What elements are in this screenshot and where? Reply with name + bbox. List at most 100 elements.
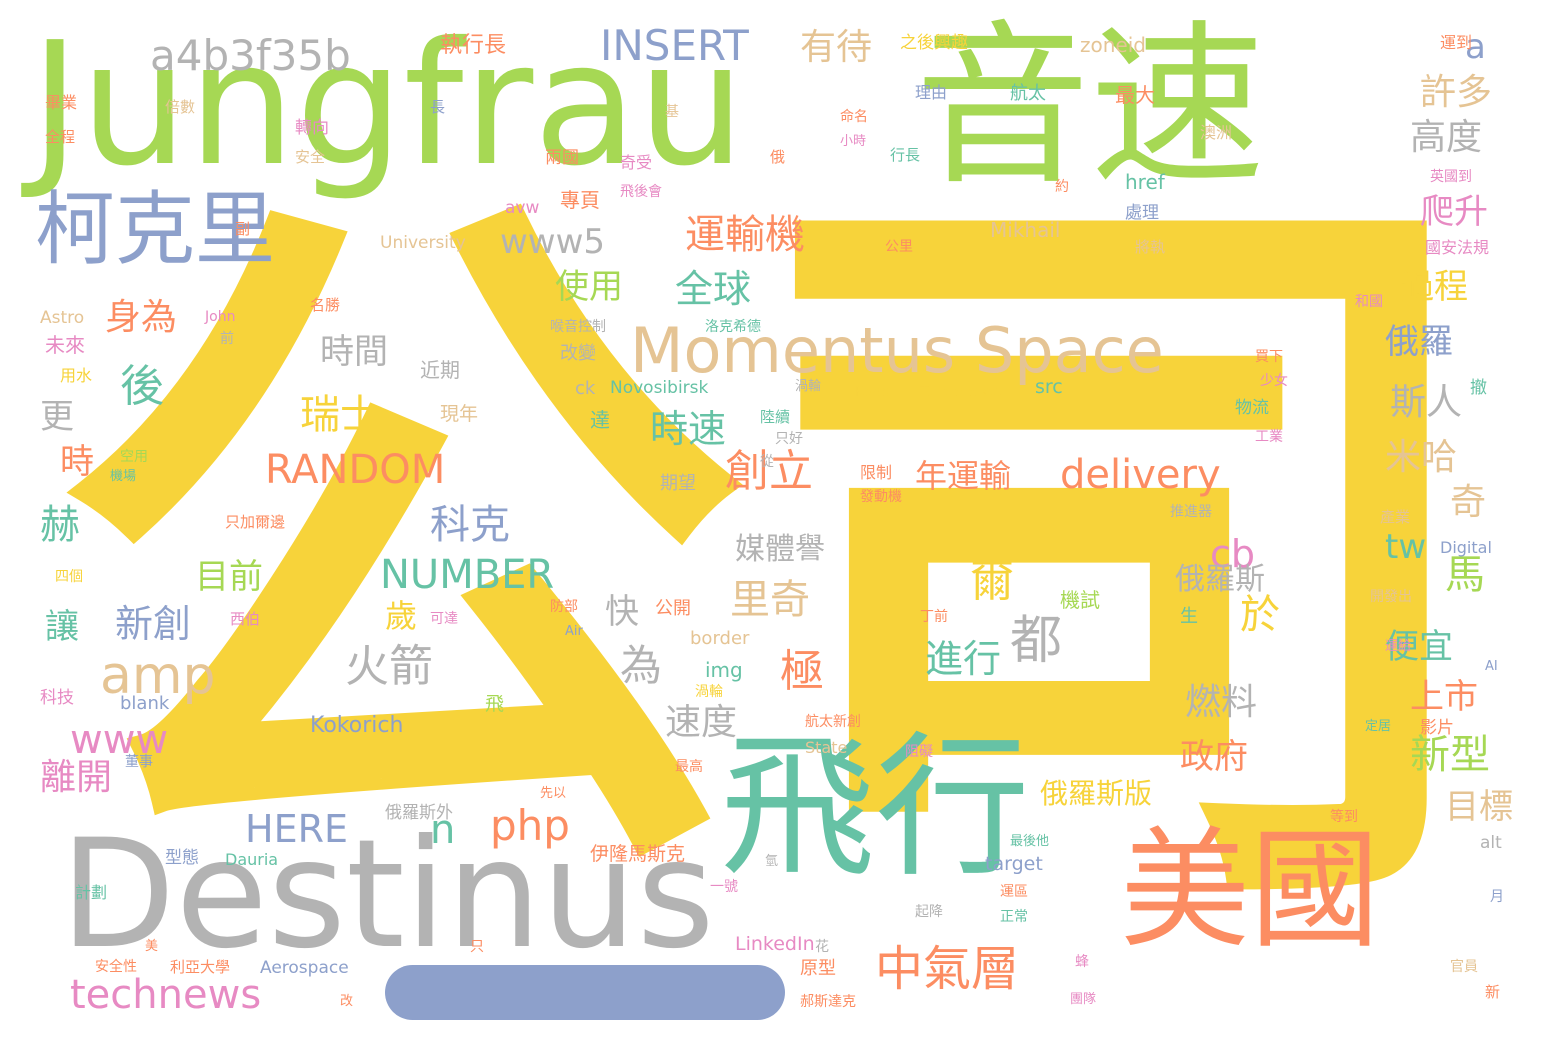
word: 從: [760, 454, 774, 470]
word-yinsu: 音速: [915, 6, 1265, 209]
word: 運給: [1385, 639, 1412, 654]
word: 歲: [385, 597, 418, 635]
word: 時間: [320, 332, 388, 372]
word: 國安法規: [1425, 238, 1490, 257]
word: 利亞大學: [170, 958, 231, 976]
word: 蜂: [1075, 954, 1089, 970]
word: 斯人: [1390, 382, 1463, 423]
word-feixing: 飛行: [720, 717, 1030, 898]
word: 目標: [1445, 787, 1513, 827]
word: 政府: [1180, 737, 1248, 777]
word: 撤: [1470, 378, 1487, 398]
word: 科技: [40, 688, 74, 708]
word: 行長: [890, 146, 921, 164]
word: 正常: [1000, 909, 1028, 925]
word: 花: [815, 939, 829, 955]
word: 喉音控制: [550, 319, 606, 335]
word: 陸續: [760, 408, 791, 426]
word: 將執: [1135, 238, 1166, 256]
word: 之後興趣: [900, 33, 968, 53]
word: AI: [1485, 659, 1498, 674]
word: 定居: [1365, 719, 1392, 734]
word: Mikhail: [990, 218, 1061, 242]
word: 全球: [675, 267, 752, 311]
word: 兩國: [545, 148, 579, 168]
word: 約: [1055, 179, 1069, 195]
word: 機場: [110, 469, 137, 484]
word: 近期: [420, 358, 460, 382]
decorative-bar: [385, 965, 785, 1020]
word: 機試: [1060, 588, 1100, 612]
word: 米哈: [1385, 437, 1458, 478]
word-meiguo: 美國: [1120, 814, 1381, 966]
word: Air: [565, 624, 583, 639]
word: 高度: [1410, 117, 1483, 158]
word: Kokorich: [310, 713, 404, 738]
word: 氫: [765, 854, 779, 869]
word: 美: [145, 939, 159, 954]
word: 渦輪: [795, 379, 822, 394]
word: 董事: [125, 754, 153, 770]
word: 副: [235, 220, 251, 238]
word: cb: [1210, 532, 1256, 576]
word: 讓: [45, 607, 79, 647]
word-jungfrau: Jungfrau: [30, 6, 746, 204]
word: n: [430, 807, 456, 853]
word: 命名: [840, 109, 868, 125]
word: 速度: [665, 702, 738, 743]
word: tw: [1385, 527, 1427, 567]
word: 丁前: [920, 609, 948, 625]
word: 官員: [1450, 959, 1478, 975]
word: src: [1035, 376, 1063, 398]
word: 創立: [725, 446, 813, 497]
word: 執行長: [440, 33, 507, 58]
word: avw: [505, 198, 540, 218]
word: 快: [605, 592, 639, 632]
word: 新型: [1410, 732, 1490, 778]
word: 運到: [1440, 33, 1473, 52]
word: 俄羅斯: [1175, 562, 1265, 597]
word: 馬: [1445, 552, 1485, 598]
word: 於: [1240, 592, 1280, 638]
word: alt: [1480, 833, 1502, 853]
word: 奇: [1450, 482, 1487, 523]
word: 俄羅斯版: [1040, 777, 1153, 810]
word: 便宜: [1385, 627, 1453, 667]
word: 年運輸: [915, 457, 1012, 495]
word: INSERT: [600, 21, 749, 70]
word: 未來: [45, 333, 85, 357]
word: 新: [1485, 983, 1501, 1001]
word: 期望: [660, 473, 696, 494]
word: 前: [220, 331, 234, 347]
word: 只: [470, 939, 484, 955]
word: HERE: [245, 807, 348, 851]
word: 產業: [1380, 508, 1411, 526]
word: 航太: [1010, 83, 1046, 104]
word: 許多: [1420, 72, 1493, 113]
word: 長: [430, 98, 446, 116]
word: 上市: [1410, 677, 1478, 717]
word-destinus: Destinus: [60, 808, 715, 982]
word: 航太新創: [805, 714, 861, 730]
word: 少女: [1260, 373, 1288, 389]
word: 西伯: [230, 610, 261, 628]
word: 防部: [550, 599, 578, 615]
word: 只加爾邊: [225, 513, 286, 531]
word: 小時: [840, 134, 867, 149]
word: 處理: [1125, 203, 1159, 223]
word-si: 司: [740, 118, 1500, 1002]
word: ck: [575, 378, 596, 399]
word: www5: [500, 222, 606, 262]
word: 推進器: [1170, 504, 1212, 520]
word: Turborocket: [920, 384, 1002, 400]
word: 進行: [925, 637, 1002, 681]
word: 改變: [560, 343, 596, 364]
word: 離開: [40, 757, 113, 798]
word: 身為: [105, 297, 178, 338]
word: 公開: [655, 598, 691, 619]
word: a4b3f35b: [150, 31, 351, 80]
word: 轉向: [295, 118, 329, 138]
word: 發動機: [860, 489, 902, 505]
word: 伊隆馬斯克: [590, 843, 686, 865]
word: 理由: [915, 83, 948, 102]
